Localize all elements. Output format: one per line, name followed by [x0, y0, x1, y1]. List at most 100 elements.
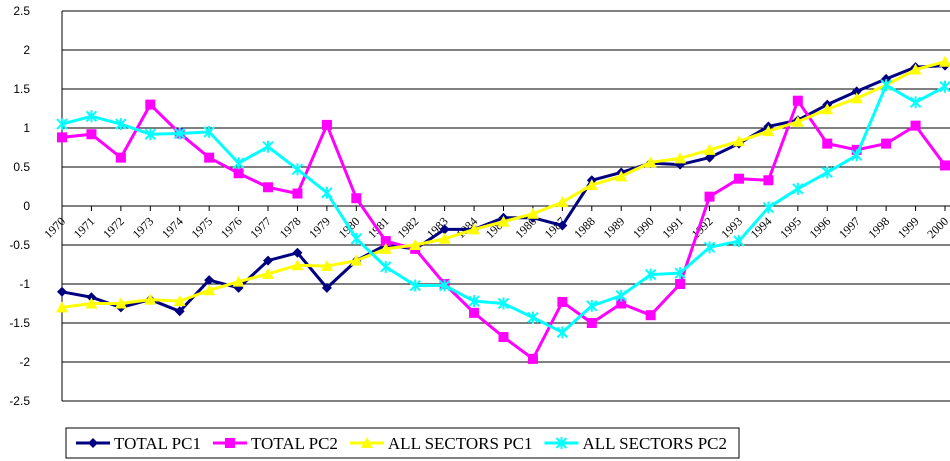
marker: [232, 275, 245, 287]
marker: [438, 232, 451, 244]
x-tick-label: 1982: [394, 214, 421, 241]
x-tick-label: 1976: [218, 214, 245, 241]
x-tick-label: 1972: [100, 214, 127, 241]
marker: [409, 279, 421, 292]
y-tick-label: -1.5: [9, 316, 30, 330]
marker: [497, 297, 510, 310]
marker: [939, 80, 950, 93]
marker: [585, 178, 598, 190]
marker: [291, 259, 304, 271]
marker: [86, 129, 97, 140]
marker: [821, 103, 834, 115]
legend-label: ALL SECTORS PC1: [388, 434, 533, 453]
marker: [703, 241, 716, 254]
marker: [57, 132, 67, 143]
marker: [204, 152, 215, 163]
marker: [360, 437, 373, 448]
marker: [203, 125, 215, 138]
marker: [763, 175, 774, 186]
marker: [909, 63, 922, 75]
x-tick-label: 1975: [188, 214, 215, 241]
x-tick-label: 1988: [571, 214, 598, 241]
marker: [321, 119, 332, 130]
marker: [409, 239, 422, 250]
marker: [645, 310, 656, 321]
y-tick-label: -0.5: [9, 238, 30, 252]
legend: TOTAL PC1 TOTAL PC2 ALL SECTORS PC1 ALL SEC…: [65, 427, 740, 459]
marker: [56, 118, 68, 131]
marker: [320, 260, 333, 272]
marker: [557, 296, 568, 307]
marker: [703, 143, 716, 155]
marker: [909, 96, 922, 109]
marker: [940, 160, 950, 171]
marker: [822, 138, 833, 149]
y-tick-label: 1: [23, 121, 30, 135]
marker: [526, 207, 539, 219]
legend-box: [65, 427, 740, 459]
marker: [85, 110, 98, 123]
y-tick-label: -1: [19, 277, 30, 291]
marker: [379, 242, 392, 254]
marker: [173, 295, 186, 307]
x-tick-label: 1989: [600, 214, 627, 241]
marker: [85, 297, 98, 309]
marker: [939, 55, 950, 67]
y-tick-label: 0: [23, 199, 30, 213]
x-tick-label: 1999: [895, 214, 922, 241]
marker: [56, 301, 68, 313]
marker: [86, 292, 97, 303]
marker: [380, 260, 392, 273]
marker: [439, 224, 450, 235]
marker: [57, 286, 67, 297]
x-tick-label: 1996: [807, 214, 834, 241]
marker: [262, 267, 275, 279]
marker: [203, 284, 216, 296]
marker: [291, 163, 304, 176]
marker: [144, 128, 157, 141]
marker: [527, 353, 538, 364]
series-line: [61, 60, 946, 309]
marker: [733, 235, 745, 248]
marker: [881, 138, 892, 149]
x-tick-label: 1979: [306, 214, 333, 241]
marker: [263, 182, 274, 193]
marker: [644, 156, 657, 168]
marker: [468, 223, 481, 235]
y-tick-label: 2: [23, 43, 30, 57]
marker: [469, 307, 480, 318]
marker: [88, 438, 98, 448]
x-tick-label: 1995: [777, 214, 804, 241]
marker: [850, 92, 863, 104]
marker: [675, 279, 686, 289]
marker: [498, 332, 509, 343]
marker: [615, 170, 628, 182]
marker: [292, 188, 303, 199]
marker: [704, 152, 715, 163]
y-tick-label: -2: [19, 355, 30, 369]
legend-label: TOTAL PC1: [114, 434, 201, 453]
marker: [497, 215, 510, 227]
marker: [321, 186, 333, 199]
marker: [527, 311, 539, 324]
marker: [380, 236, 391, 247]
marker: [114, 297, 127, 309]
x-tick-label: 1998: [865, 214, 892, 241]
marker: [557, 220, 568, 231]
marker: [262, 140, 274, 153]
marker: [615, 289, 627, 302]
marker: [791, 115, 804, 127]
marker: [616, 298, 627, 309]
marker: [115, 118, 127, 131]
marker: [762, 125, 775, 137]
marker: [350, 254, 363, 266]
legend-label: TOTAL PC2: [251, 434, 338, 453]
marker: [144, 293, 157, 305]
x-tick-label: 1977: [247, 214, 274, 241]
x-tick-label: 1971: [71, 214, 98, 241]
marker: [468, 295, 480, 308]
series-line: [61, 64, 946, 314]
marker: [115, 152, 126, 163]
marker: [704, 191, 715, 202]
